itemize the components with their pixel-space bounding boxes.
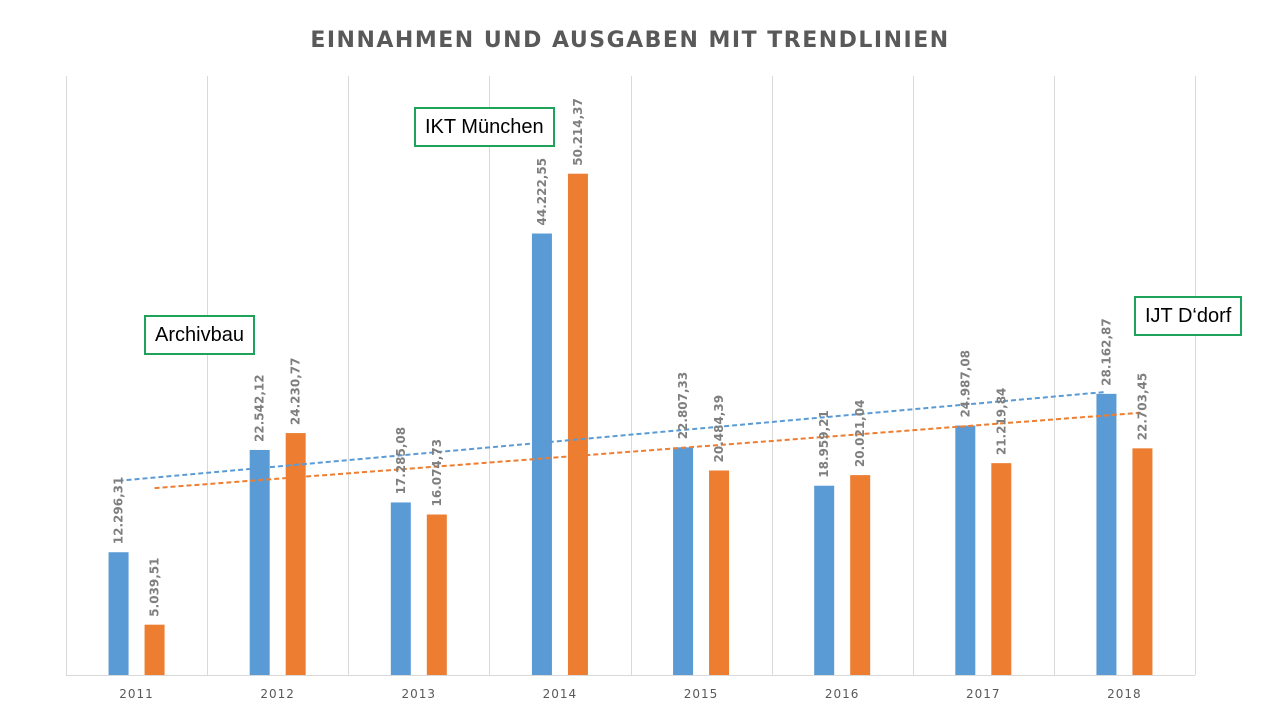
bar-ausgaben-2013 xyxy=(426,514,447,675)
data-label: 22.807,33 xyxy=(676,372,690,440)
bar-ausgaben-2016 xyxy=(850,475,871,675)
bar-ausgaben-2017 xyxy=(991,463,1012,675)
x-tick-label: 2016 xyxy=(825,687,860,701)
bar-einnahmen-2016 xyxy=(814,485,835,675)
bar-einnahmen-2013 xyxy=(390,502,411,675)
data-label: 12.296,31 xyxy=(112,477,126,545)
data-label: 21.219,84 xyxy=(994,388,1008,456)
data-label: 20.021,04 xyxy=(853,400,867,468)
x-tick-label: 2017 xyxy=(966,687,1001,701)
bar-einnahmen-2014 xyxy=(531,233,552,675)
bar-einnahmen-2017 xyxy=(955,425,976,675)
bar-einnahmen-2012 xyxy=(249,449,270,675)
vertical-gridlines xyxy=(66,76,1196,676)
data-label: 20.484,39 xyxy=(712,395,726,463)
x-axis-ticks: 2011 2012 2013 2014 2015 2016 2017 2018 xyxy=(119,687,1142,701)
data-label: 17.285,08 xyxy=(394,427,408,495)
data-label: 24.987,08 xyxy=(958,350,972,418)
data-label: 22.703,45 xyxy=(1135,373,1149,441)
trendlines xyxy=(118,390,1143,490)
chart-title: EINNAHMEN UND AUSGABEN MIT TRENDLINIEN xyxy=(310,28,950,53)
x-tick-label: 2011 xyxy=(119,687,154,701)
bar-ausgaben-2011 xyxy=(144,624,165,675)
trendline-einnahmen xyxy=(118,390,1107,482)
data-label: 5.039,51 xyxy=(148,557,162,616)
bar-ausgaben-2012 xyxy=(285,433,306,675)
data-label: 50.214,37 xyxy=(571,98,585,166)
annotation-archivbau: Archivbau xyxy=(144,315,255,355)
x-tick-label: 2014 xyxy=(543,687,578,701)
bar-ausgaben-2018 xyxy=(1132,448,1153,675)
trendline-ausgaben xyxy=(154,411,1143,490)
x-tick-label: 2015 xyxy=(684,687,719,701)
x-tick-label: 2018 xyxy=(1107,687,1142,701)
bar-einnahmen-2011 xyxy=(108,552,129,675)
data-label: 18.959,21 xyxy=(817,410,831,478)
x-tick-label: 2013 xyxy=(402,687,437,701)
data-label: 22.542,12 xyxy=(253,374,267,442)
annotation-ikt-muenchen: IKT München xyxy=(414,107,555,147)
data-labels: 12.296,31 22.542,12 17.285,08 44.222,55 22.8… xyxy=(112,98,1150,617)
bar-ausgaben-2014 xyxy=(567,173,588,675)
data-label: 44.222,55 xyxy=(535,158,549,226)
bar-einnahmen-2018 xyxy=(1096,393,1117,675)
bars xyxy=(108,173,1153,675)
bar-ausgaben-2015 xyxy=(709,470,730,675)
data-label: 24.230,77 xyxy=(289,358,303,426)
x-tick-label: 2012 xyxy=(260,687,295,701)
data-label: 28.162,87 xyxy=(1099,318,1113,386)
data-label: 16.074,73 xyxy=(430,439,444,507)
bar-einnahmen-2015 xyxy=(673,447,694,675)
annotation-ijt-dorf: IJT D‘dorf xyxy=(1134,296,1243,336)
